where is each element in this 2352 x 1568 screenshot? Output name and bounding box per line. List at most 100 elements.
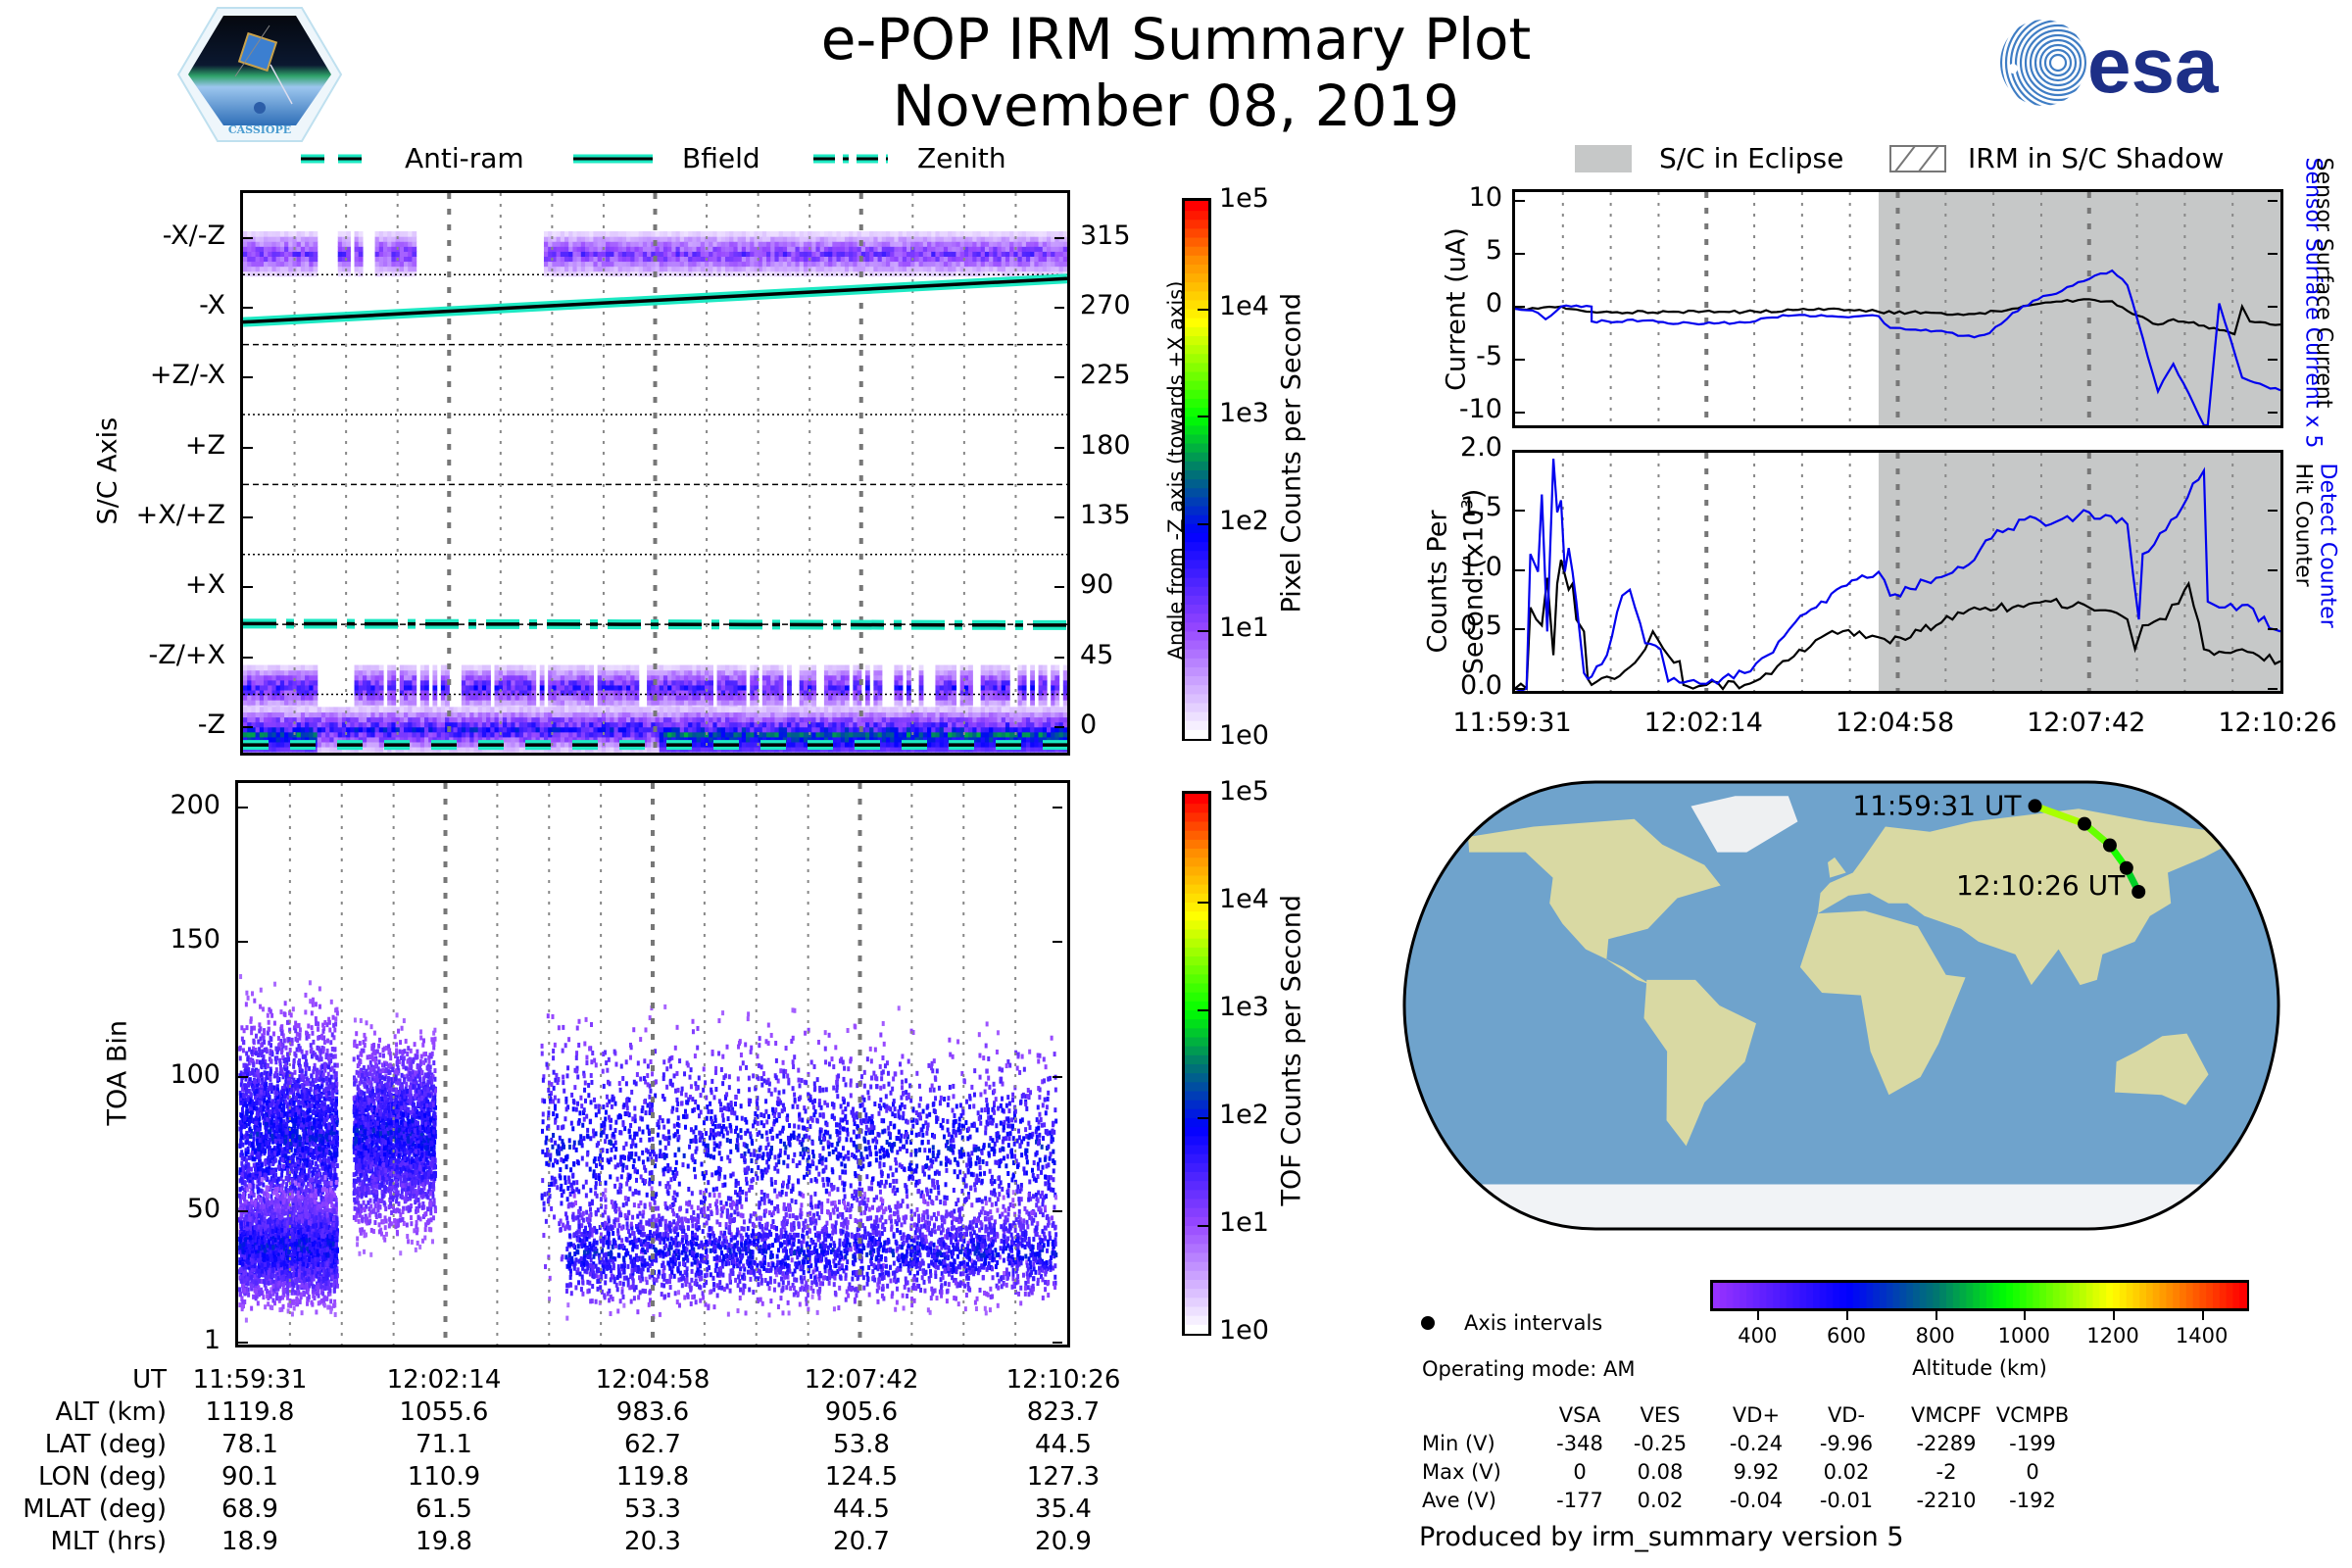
spectrogram-cell: [864, 736, 870, 743]
spectrogram-cell: [746, 266, 751, 272]
spectrogram-cell: [683, 664, 689, 671]
spectrogram-cell: [247, 261, 253, 268]
spectrogram-cell: [963, 669, 969, 676]
spectrogram-cell: [621, 241, 627, 247]
spectrogram-cell: [770, 689, 776, 696]
spectrogram-cell: [387, 669, 392, 676]
spectrogram-cell: [959, 731, 965, 738]
spectrogram-cell: [419, 674, 425, 681]
spectrogram-cell: [367, 679, 371, 686]
spectrogram-cell: [634, 694, 640, 701]
spectrogram-cell: [754, 669, 760, 676]
spectrogram-cell: [284, 231, 289, 237]
spectrogram-cell: [412, 694, 417, 701]
spectrogram-cell: [350, 711, 356, 718]
spectrogram-cell: [320, 711, 326, 718]
spectrogram-cell: [729, 241, 734, 247]
spectrogram-cell: [1009, 251, 1014, 257]
spectrogram-cell: [836, 256, 842, 263]
spectrogram-cell: [894, 256, 900, 263]
spectrogram-cell: [251, 256, 257, 263]
spectrogram-cell: [787, 679, 792, 686]
spectrogram-cell: [667, 726, 672, 733]
spectrogram-cell: [432, 684, 438, 691]
colorbar-segment: [1185, 648, 1208, 659]
spectrogram-cell: [564, 266, 569, 272]
spectrogram-cell: [440, 700, 446, 706]
spectrogram-cell: [918, 679, 924, 686]
spectrogram-cell: [683, 674, 689, 681]
spectrogram-cell: [412, 707, 417, 713]
spectrogram-cell: [1054, 707, 1060, 713]
spectrogram-cell: [469, 684, 475, 691]
spectrogram-cell: [507, 694, 512, 701]
spectrogram-cell: [268, 679, 273, 686]
spectrogram-cell: [667, 707, 672, 713]
spectrogram-cell: [412, 231, 417, 237]
spectrogram-cell: [667, 716, 672, 723]
spectrogram-cell: [922, 731, 928, 738]
spectrogram-cell: [819, 721, 825, 728]
spectrogram-cell: [910, 716, 916, 723]
spectrogram-cell: [416, 716, 421, 723]
spectrogram-cell: [935, 679, 941, 686]
spectrogram-cell: [606, 669, 611, 676]
spectrogram-cell: [836, 689, 842, 696]
spectrogram-cell: [469, 689, 475, 696]
spectrogram-cell: [531, 694, 537, 701]
spectrogram-cell: [659, 716, 664, 723]
spectrogram-cell: [556, 741, 562, 748]
spectrogram-cell: [1054, 700, 1060, 706]
spectrogram-cell: [449, 711, 455, 718]
spectrogram-cell: [346, 266, 351, 272]
spectrogram-cell: [737, 736, 743, 743]
spectrogram-cell: [948, 711, 953, 718]
spectrogram-cell: [959, 684, 965, 691]
spectrogram-cell: [774, 664, 780, 671]
spectrogram-cell: [399, 251, 405, 257]
spectrogram-cell: [662, 716, 668, 723]
spectrogram-cell: [403, 236, 409, 242]
spectrogram-cells: [243, 231, 1067, 753]
spectrogram-cell: [259, 689, 265, 696]
spectrogram-cell: [1058, 731, 1064, 738]
spectrogram-cell: [279, 241, 285, 247]
spectrogram-cell: [939, 707, 945, 713]
spectrogram-cell: [309, 721, 315, 728]
spectrogram-cell: [791, 236, 797, 242]
spectrogram-cell: [720, 241, 726, 247]
spectrogram-cell: [761, 684, 767, 691]
spectrogram-cell: [659, 261, 664, 268]
spectrogram-cell: [617, 700, 623, 706]
spectrogram-cell: [877, 266, 883, 272]
spectrogram-cell: [264, 236, 269, 242]
spectrogram-cell: [1030, 731, 1035, 738]
spectrogram-cell: [692, 721, 698, 728]
spectrogram-cell: [522, 736, 528, 743]
spectrogram-cell: [803, 684, 808, 691]
spectrogram-cell: [626, 694, 631, 701]
spectrogram-cell: [466, 741, 470, 748]
spectrogram-cell: [898, 251, 904, 257]
toa-plot[interactable]: [235, 780, 1070, 1348]
spectrogram-cell: [688, 694, 693, 701]
spectrogram-cell: [659, 684, 664, 691]
spectrogram-cell: [984, 736, 990, 743]
pixel-angle-plot[interactable]: [240, 190, 1070, 756]
spectrogram-cell: [300, 684, 306, 691]
spectrogram-cell: [580, 664, 586, 671]
spectrogram-cell: [997, 664, 1003, 671]
spectrogram-cell: [997, 679, 1003, 686]
spectrogram-cell: [412, 689, 417, 696]
spectrogram-cell: [662, 266, 668, 272]
spectrogram-cell: [630, 256, 636, 263]
spectrogram-cell: [374, 270, 380, 277]
spectrogram-cell: [1021, 711, 1027, 718]
spectrogram-cell: [539, 726, 545, 733]
spectrogram-cell: [576, 270, 582, 277]
spectrogram-cell: [300, 241, 306, 247]
spectrogram-cell: [424, 664, 429, 671]
spectrogram-cell: [502, 711, 508, 718]
spectrogram-cell: [531, 684, 537, 691]
spectrogram-cell: [243, 679, 248, 686]
